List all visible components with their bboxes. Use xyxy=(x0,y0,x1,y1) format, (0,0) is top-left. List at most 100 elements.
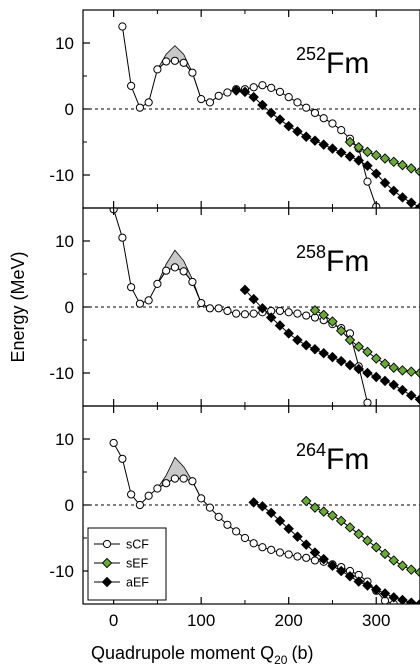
sCF-point xyxy=(179,474,188,483)
aEF-point xyxy=(257,99,268,111)
sEF-point xyxy=(370,149,382,161)
sEF-point xyxy=(353,528,364,540)
sCF-point xyxy=(363,177,372,186)
series-line-aEF xyxy=(236,90,420,208)
sCF-point xyxy=(240,533,250,543)
sCF-point xyxy=(170,263,180,272)
aEF-point xyxy=(406,390,417,401)
aEF-point xyxy=(274,114,286,125)
sEF-point xyxy=(414,166,420,177)
sCF-point xyxy=(127,81,136,91)
sEF-point xyxy=(353,341,364,352)
sCF-point xyxy=(310,108,320,118)
aEF-point xyxy=(335,147,347,158)
aEF-point xyxy=(318,347,329,359)
aEF-point xyxy=(248,91,259,103)
legend-label-sCF: sCF xyxy=(126,538,149,552)
sCF-point xyxy=(240,310,250,319)
sCF-point xyxy=(275,548,285,557)
aEF-point xyxy=(239,86,251,98)
sCF-point xyxy=(223,306,232,316)
sEF-point xyxy=(406,163,417,174)
sCF-point xyxy=(214,304,223,313)
sCF-point xyxy=(135,103,144,112)
panel-252-plot-area xyxy=(83,22,420,208)
sCF-point xyxy=(293,552,302,561)
sCF-point xyxy=(179,58,188,67)
sCF-point xyxy=(249,83,258,92)
sCF-point xyxy=(205,304,215,313)
y-tick-label: -10 xyxy=(49,364,74,383)
y-axis-title: Energy (MeV) xyxy=(8,251,28,362)
aEF-point xyxy=(379,177,391,189)
series-markers-sEF xyxy=(309,305,420,379)
nucleus-label: 258Fm xyxy=(296,242,369,278)
nucleus-label: 252Fm xyxy=(296,44,369,80)
sCF-point xyxy=(214,91,223,100)
aEF-point xyxy=(388,592,399,603)
sCF-point xyxy=(170,474,180,483)
sCF-point xyxy=(232,527,241,536)
series-markers-sCF xyxy=(109,438,398,604)
aEF-point xyxy=(300,340,312,351)
nucleus-symbol: Fm xyxy=(326,443,369,476)
x-tick-label: 0 xyxy=(109,611,118,630)
sEF-point xyxy=(327,316,338,327)
sCF-point xyxy=(188,68,197,77)
aEF-point xyxy=(414,394,420,405)
sCF-point xyxy=(127,490,136,499)
sCF-point xyxy=(144,98,153,107)
aEF-point xyxy=(397,594,408,604)
panel-258-plot-area xyxy=(83,208,420,406)
aEF-point xyxy=(335,565,347,577)
y-tick-label: 0 xyxy=(65,496,74,515)
aEF-point xyxy=(362,367,373,379)
panel-264: 10 0 -10 264Fm xyxy=(49,405,420,605)
sEF-point xyxy=(397,560,408,571)
sCF-point xyxy=(197,95,206,104)
y-tick-label: 0 xyxy=(65,100,74,119)
sCF-point xyxy=(293,309,302,318)
aEF-point xyxy=(265,312,277,323)
sEF-point xyxy=(327,510,338,521)
sEF-point xyxy=(318,506,329,517)
sEF-point xyxy=(406,564,417,575)
aEF-point xyxy=(379,588,391,599)
sEF-point xyxy=(344,136,356,148)
sCF-point xyxy=(267,545,276,554)
sEF-point xyxy=(379,153,391,164)
aEF-point xyxy=(300,131,312,142)
aEF-point xyxy=(230,85,242,96)
sCF-point xyxy=(267,83,276,92)
legend-marker-sCF xyxy=(102,539,112,549)
sCF-point xyxy=(284,308,293,317)
sCF-point xyxy=(258,81,267,90)
aEF-point xyxy=(327,351,338,363)
sCF-point xyxy=(310,556,320,565)
aEF-point xyxy=(248,293,259,305)
sCF-point xyxy=(153,484,162,493)
sEF-point xyxy=(362,346,373,358)
sCF-point xyxy=(302,311,311,320)
nucleus-mass-number: 258 xyxy=(296,242,326,262)
aEF-point xyxy=(300,539,312,550)
sCF-point xyxy=(275,306,285,316)
aEF-point xyxy=(379,375,391,387)
sEF-point xyxy=(370,542,382,553)
sEF-point xyxy=(318,309,329,321)
series-markers-aEF xyxy=(230,85,420,208)
sCF-point xyxy=(275,87,285,96)
sEF-point xyxy=(300,495,312,507)
aEF-point xyxy=(414,598,420,604)
sCF-point xyxy=(363,398,372,406)
sCF-point xyxy=(188,277,197,287)
sCF-point xyxy=(197,494,206,503)
aEF-point xyxy=(327,560,338,571)
sEF-point xyxy=(344,522,356,533)
aEF-point xyxy=(257,501,268,512)
sCF-point xyxy=(319,114,328,123)
sEF-point xyxy=(362,535,373,546)
aEF-point xyxy=(344,151,356,162)
sCF-point xyxy=(293,98,302,107)
x-tick-label: 300 xyxy=(362,611,390,630)
